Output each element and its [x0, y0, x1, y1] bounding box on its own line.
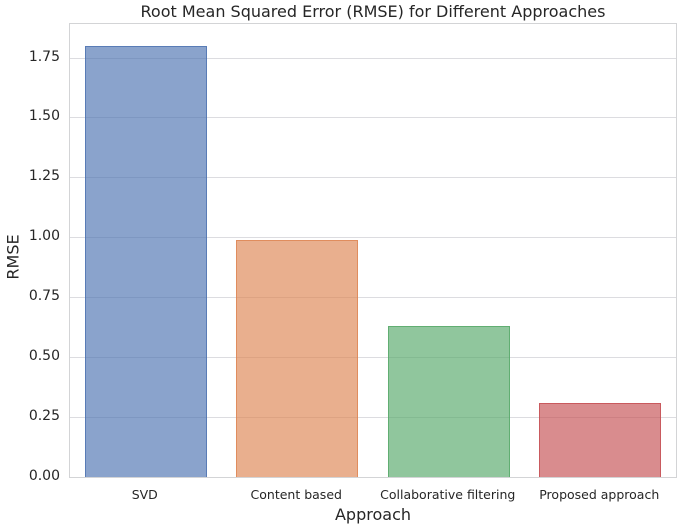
y-tick-label: 1.50: [28, 108, 60, 125]
y-tick-label: 1.00: [28, 228, 60, 245]
y-tick-label: 0.00: [28, 468, 60, 484]
x-tick-label: SVD: [131, 487, 158, 502]
gridline: [70, 237, 676, 239]
plot-area: [69, 23, 677, 478]
gridline: [70, 117, 676, 119]
x-tick-label: Collaborative filtering: [380, 487, 516, 502]
y-tick-label: 0.50: [28, 348, 60, 365]
gridline: [70, 417, 676, 419]
bar-collaborative-filtering: [387, 326, 510, 477]
y-tick-label: 0.75: [28, 288, 60, 305]
x-tick-label: Content based: [250, 487, 342, 502]
gridline: [70, 357, 676, 359]
gridline: [70, 297, 676, 299]
x-axis-label: Approach: [334, 505, 411, 524]
bar-svd: [84, 45, 207, 477]
y-tick-label: 0.25: [28, 408, 60, 425]
gridline: [70, 57, 676, 59]
y-tick-label: 1.25: [28, 168, 60, 185]
chart-title: Root Mean Squared Error (RMSE) for Diffe…: [140, 2, 606, 21]
y-tick-label: 1.75: [28, 48, 60, 65]
x-tick-label: Proposed approach: [539, 487, 660, 502]
gridline: [70, 177, 676, 179]
bar-proposed-approach: [539, 402, 662, 477]
bar-content-based: [236, 239, 359, 477]
